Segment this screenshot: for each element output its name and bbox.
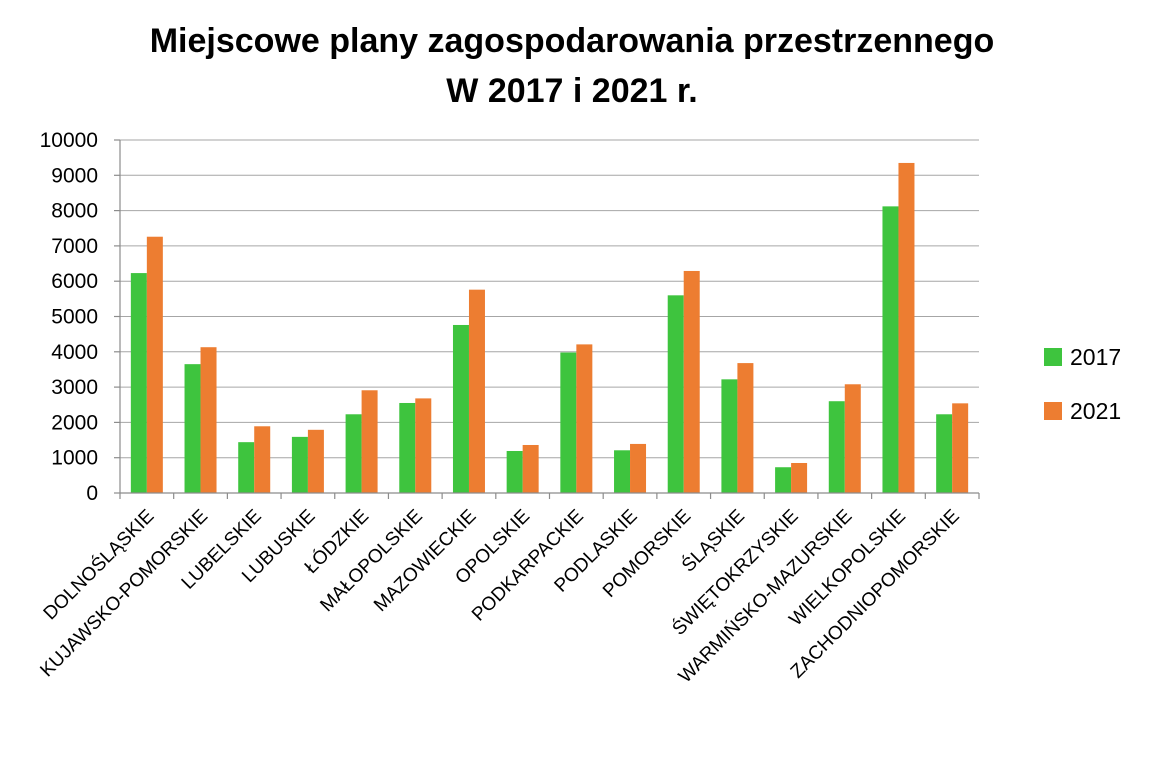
bar-2017-2 <box>184 364 201 493</box>
y-tick-label: 4000 <box>51 341 98 364</box>
bar-2021-15 <box>898 162 915 493</box>
bar-2021-5 <box>361 390 378 493</box>
y-tick-label: 8000 <box>51 200 98 223</box>
y-tick-label: 3000 <box>51 376 98 399</box>
bar-2017-10 <box>614 450 631 493</box>
y-tick-label: 1000 <box>51 447 98 470</box>
bar-2017-15 <box>882 206 899 493</box>
bar-2021-14 <box>844 384 861 493</box>
bar-2017-4 <box>291 436 308 493</box>
bar-2021-10 <box>630 443 647 493</box>
bar-2021-16 <box>952 403 969 493</box>
bar-2021-2 <box>200 347 217 493</box>
bar-2017-8 <box>506 450 523 493</box>
y-tick-label: 2000 <box>51 411 98 434</box>
bar-2017-9 <box>560 352 577 493</box>
y-tick-label: 7000 <box>51 235 98 258</box>
bar-2021-12 <box>737 363 754 493</box>
y-tick-label: 5000 <box>51 306 98 329</box>
bars <box>130 162 969 494</box>
bar-2021-13 <box>791 462 808 493</box>
legend-label-2021: 2021 <box>1070 398 1121 424</box>
bar-2021-7 <box>468 289 485 493</box>
bar-2017-16 <box>936 414 953 493</box>
bar-2017-11 <box>667 295 684 493</box>
y-tick-label: 0 <box>86 482 98 505</box>
bar-2021-9 <box>576 344 593 493</box>
gridlines <box>120 139 979 459</box>
bar-2021-4 <box>307 429 324 493</box>
bar-2021-1 <box>146 236 163 494</box>
y-tick-label: 9000 <box>51 164 98 187</box>
bar-2017-6 <box>399 402 416 493</box>
chart-title: Miejscowe plany zagospodarowania przestr… <box>150 22 995 60</box>
x-axis-categories: DOLNOŚLĄSKIEKUJAWSKO-POMORSKIELUBELSKIEL… <box>36 505 963 687</box>
bar-2021-3 <box>254 426 271 493</box>
legend-label-2017: 2017 <box>1070 344 1121 370</box>
bar-2021-8 <box>522 444 539 493</box>
chart-subtitle: W 2017 i 2021 r. <box>446 72 697 110</box>
bar-2021-11 <box>683 270 700 493</box>
bar-2017-13 <box>775 467 792 493</box>
bar-2017-3 <box>238 442 255 493</box>
bar-2021-6 <box>415 398 432 493</box>
legend-swatch-2017 <box>1044 348 1062 366</box>
legend: 2017 2021 <box>1044 344 1121 424</box>
y-tick-label: 6000 <box>51 270 98 293</box>
legend-swatch-2021 <box>1044 402 1062 420</box>
y-axis-ticks: 0 1000 2000 3000 4000 5000 6000 7000 8000 9000 100… <box>40 129 120 505</box>
bar-2017-7 <box>452 324 469 493</box>
bar-2017-12 <box>721 379 738 493</box>
bar-2017-1 <box>130 273 147 493</box>
bar-2017-5 <box>345 414 362 493</box>
y-tick-label: 10000 <box>40 129 98 152</box>
bar-2017-14 <box>828 401 845 493</box>
